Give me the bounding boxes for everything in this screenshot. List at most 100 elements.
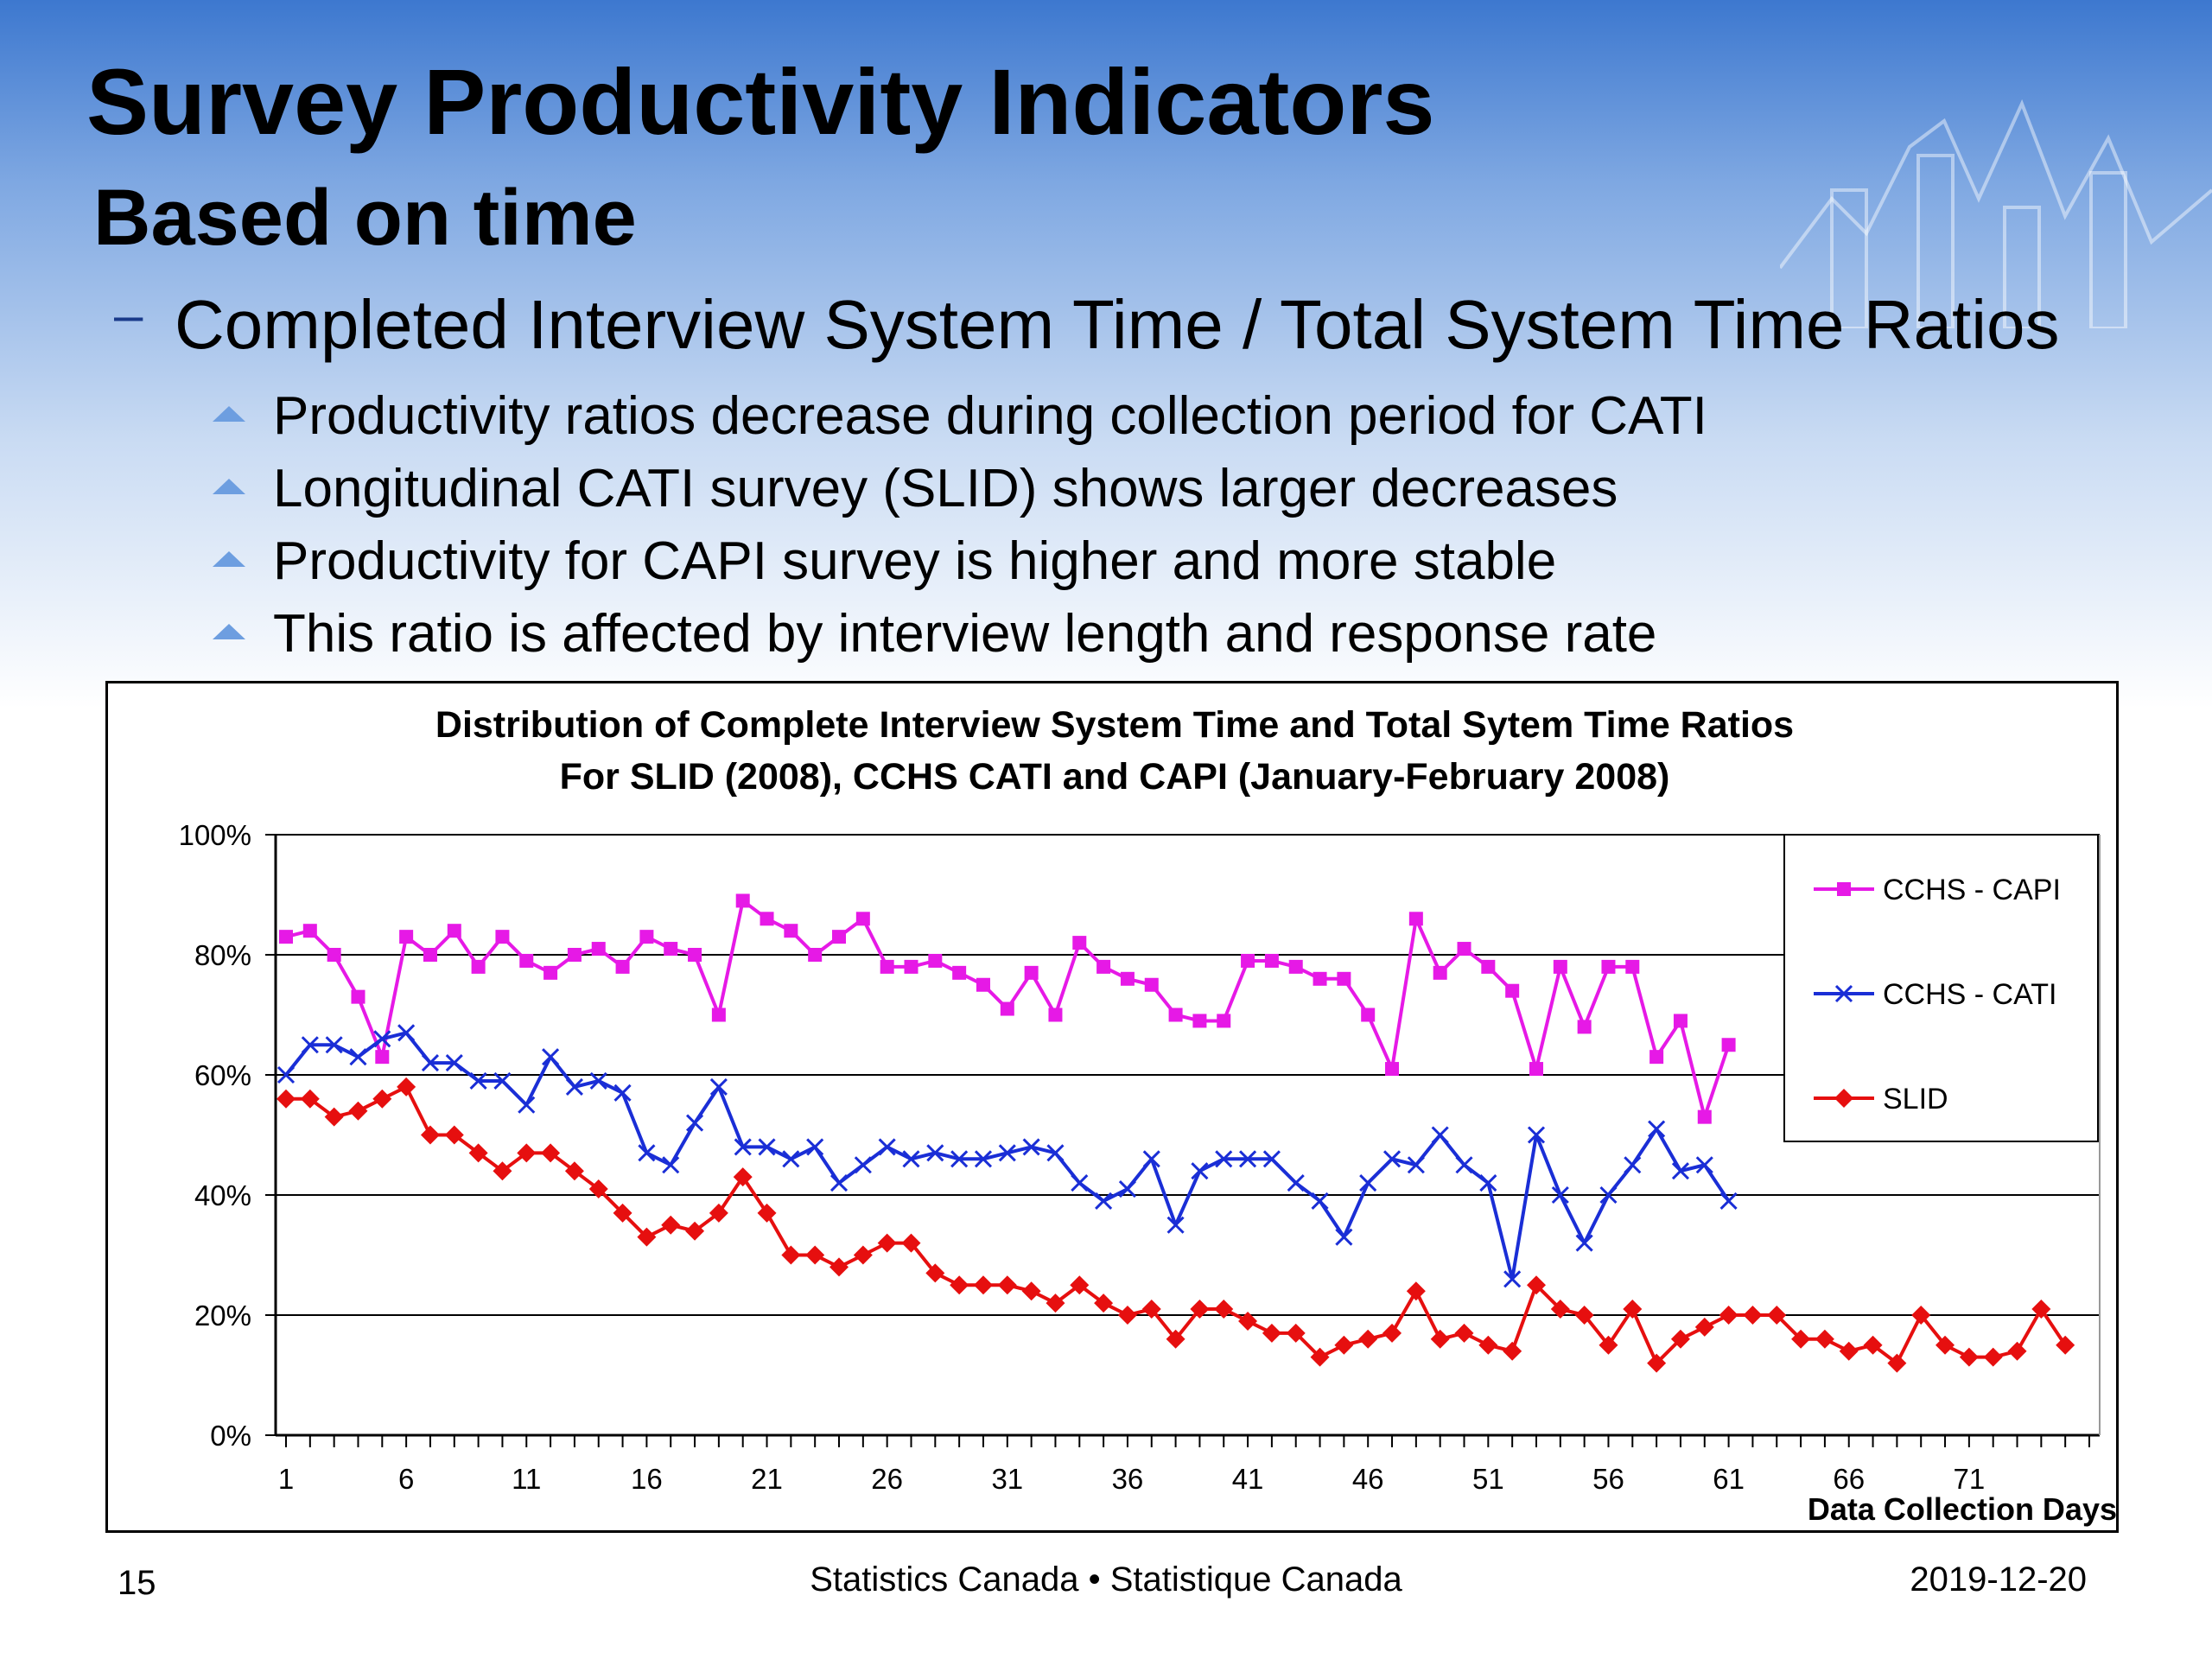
data-point-diamond [300, 1089, 320, 1109]
x-tick-label: 36 [1112, 1463, 1144, 1495]
data-point-x [950, 1150, 969, 1168]
data-point-x [902, 1150, 920, 1168]
data-point-square [808, 948, 823, 962]
x-tick-label: 21 [751, 1463, 783, 1495]
data-point-x [421, 1054, 440, 1072]
data-point-diamond [564, 1161, 584, 1181]
triangle-bullet-icon [213, 551, 245, 567]
data-point-square [1168, 1007, 1183, 1022]
triangle-bullet-icon [213, 624, 245, 639]
data-point-x [734, 1138, 752, 1156]
data-point-square [1337, 971, 1351, 986]
data-point-diamond [1550, 1300, 1570, 1319]
triangle-bullet-icon [213, 406, 245, 422]
y-tick-label: 0% [210, 1420, 251, 1452]
data-point-x [1575, 1234, 1593, 1252]
data-point-diamond [517, 1143, 537, 1163]
data-point-x [589, 1071, 607, 1090]
data-point-x [1382, 1150, 1402, 1168]
data-point-diamond [2031, 1300, 2051, 1319]
data-point-x [1142, 1150, 1160, 1168]
data-point-x [1407, 1156, 1425, 1174]
x-tick-label: 1 [278, 1463, 294, 1495]
data-point-square [1505, 983, 1520, 998]
x-tick-label: 11 [512, 1463, 541, 1495]
data-point-diamond [1262, 1323, 1281, 1343]
data-point-square [519, 953, 534, 968]
data-point-square [1601, 959, 1616, 974]
data-point-square [543, 965, 558, 980]
data-point-x [1095, 1192, 1113, 1211]
data-point-diamond [685, 1221, 705, 1241]
data-point-x [542, 1048, 560, 1066]
x-axis-label: Data Collection Days [1808, 1491, 2117, 1527]
data-point-square [615, 959, 630, 974]
data-point-x [830, 1174, 849, 1192]
chart-title-line-2: For SLID (2008), CCHS CATI and CAPI (Jan… [560, 756, 1670, 798]
x-tick-label: 26 [871, 1463, 903, 1495]
data-point-square [1529, 1062, 1543, 1077]
data-point-x [1071, 1174, 1089, 1192]
data-point-x [373, 1030, 391, 1048]
data-point-x [1671, 1162, 1690, 1180]
data-point-diamond [1358, 1329, 1378, 1349]
data-point-diamond [853, 1245, 873, 1265]
data-point-square [1457, 942, 1471, 957]
data-point-square [375, 1050, 390, 1065]
data-point-square [1072, 936, 1087, 950]
data-point-diamond [1694, 1317, 1714, 1337]
data-point-diamond [733, 1167, 753, 1187]
data-point-square [1264, 953, 1279, 968]
slide-header-background [0, 0, 2212, 709]
data-point-square [664, 942, 678, 957]
data-point-x [1022, 1138, 1040, 1156]
data-point-x [1695, 1156, 1713, 1174]
data-point-diamond [1166, 1329, 1185, 1349]
data-point-x [1239, 1150, 1257, 1168]
data-point-x [1166, 1216, 1185, 1234]
data-point-x [1359, 1174, 1377, 1192]
data-point-square [1577, 1020, 1592, 1034]
data-point-diamond [1623, 1300, 1643, 1319]
data-point-diamond [1863, 1335, 1883, 1355]
data-point-diamond [324, 1107, 344, 1127]
data-point-diamond [1670, 1329, 1690, 1349]
data-point-square [1217, 1014, 1231, 1028]
x-tick-label: 51 [1472, 1463, 1504, 1495]
data-point-diamond [1117, 1306, 1137, 1325]
data-point-square [1000, 1001, 1014, 1016]
decorative-chart-graphic [1780, 99, 2212, 328]
data-point-square [302, 924, 317, 938]
data-point-x [638, 1144, 656, 1162]
data-point-diamond [637, 1227, 657, 1247]
data-point-diamond [1815, 1329, 1834, 1349]
data-point-square [1048, 1007, 1063, 1022]
data-point-square [399, 930, 414, 944]
data-point-diamond [588, 1179, 608, 1199]
data-point-diamond [1791, 1329, 1811, 1349]
data-point-diamond [950, 1275, 969, 1295]
data-point-square [1837, 882, 1851, 896]
data-point-square [735, 893, 750, 908]
data-point-square [760, 912, 774, 926]
data-point-x [1479, 1174, 1497, 1192]
data-point-x [1648, 1120, 1666, 1138]
data-point-x [301, 1036, 319, 1054]
data-point-x [1311, 1192, 1329, 1211]
data-point-square [591, 942, 606, 957]
data-point-x [469, 1071, 487, 1090]
data-point-diamond [397, 1077, 416, 1096]
data-point-diamond [1214, 1300, 1234, 1319]
footer-date: 2019-12-20 [1910, 1560, 2087, 1599]
data-point-diamond [1574, 1306, 1594, 1325]
data-point-diamond [420, 1125, 440, 1145]
y-tick-label: 20% [194, 1300, 251, 1332]
data-point-diamond [757, 1203, 777, 1223]
data-point-x [758, 1138, 776, 1156]
data-point-x [565, 1077, 583, 1096]
data-point-square [1697, 1109, 1712, 1124]
data-point-square [1096, 959, 1111, 974]
data-point-x [926, 1144, 944, 1162]
data-point-x [1118, 1179, 1136, 1198]
data-point-square [1649, 1050, 1664, 1065]
